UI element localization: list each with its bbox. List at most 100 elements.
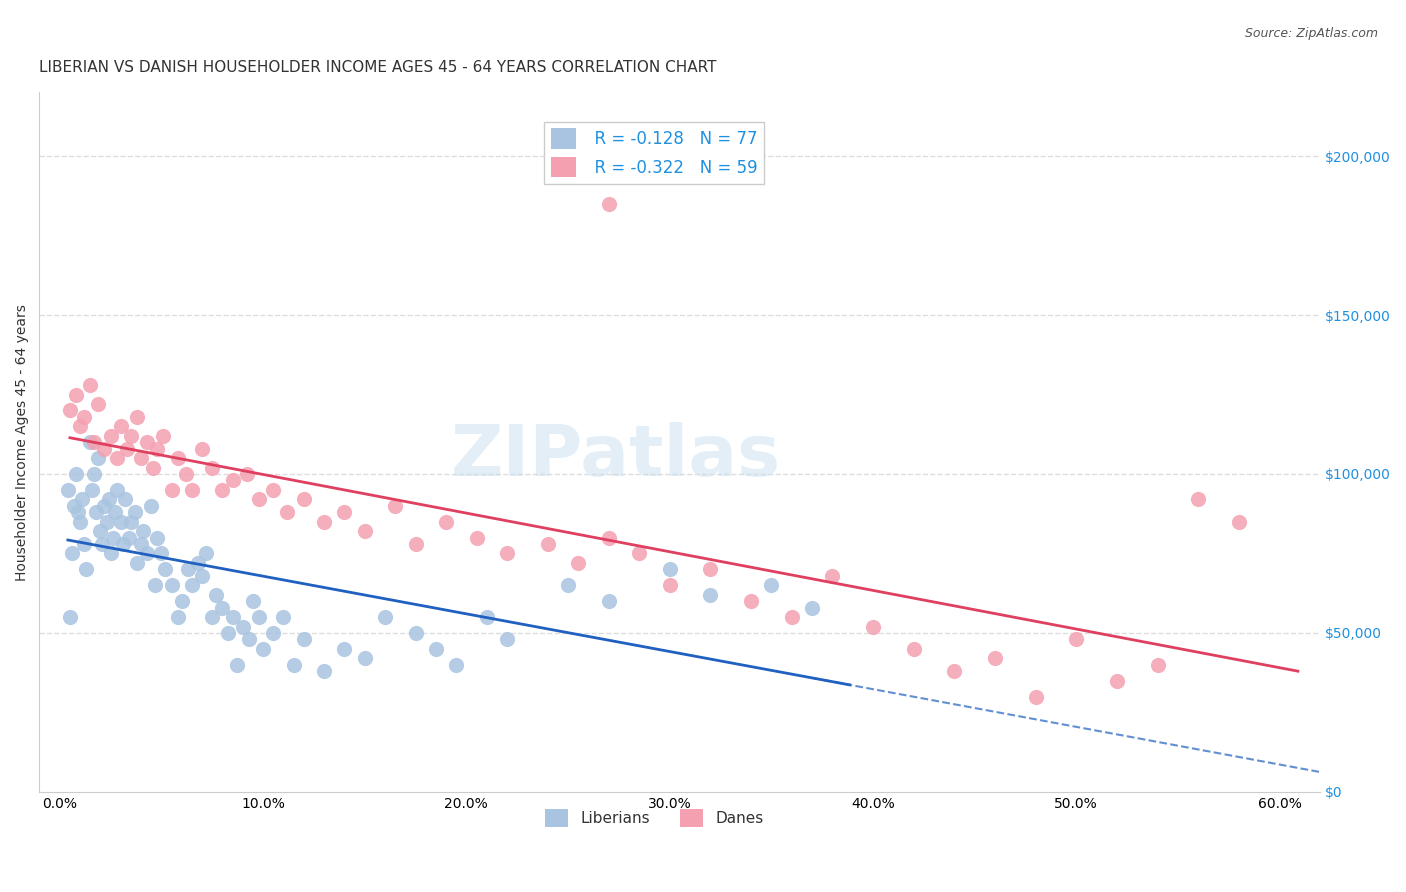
Liberians [247, 610, 270, 624]
Danes [247, 492, 270, 507]
Liberians [69, 515, 91, 529]
Danes [1064, 632, 1087, 647]
Liberians [353, 651, 375, 665]
Danes [65, 387, 87, 401]
Liberians [67, 505, 90, 519]
Danes [598, 196, 620, 211]
Danes [598, 531, 620, 545]
Liberians [160, 578, 183, 592]
Text: LIBERIAN VS DANISH HOUSEHOLDER INCOME AGES 45 - 64 YEARS CORRELATION CHART: LIBERIAN VS DANISH HOUSEHOLDER INCOME AG… [39, 60, 717, 75]
Danes [59, 403, 82, 417]
Liberians [125, 556, 148, 570]
Liberians [699, 588, 721, 602]
Liberians [166, 610, 188, 624]
Liberians [211, 600, 233, 615]
Liberians [333, 641, 356, 656]
Danes [1187, 492, 1209, 507]
Danes [115, 442, 138, 456]
Danes [146, 442, 169, 456]
Liberians [598, 594, 620, 608]
Danes [821, 568, 844, 582]
Liberians [79, 435, 101, 450]
Danes [465, 531, 488, 545]
Liberians [221, 610, 243, 624]
Danes [628, 546, 651, 560]
Danes [903, 641, 925, 656]
Danes [136, 435, 159, 450]
Liberians [97, 492, 120, 507]
Liberians [425, 641, 447, 656]
Danes [862, 619, 884, 633]
Danes [160, 483, 183, 497]
Danes [142, 460, 165, 475]
Liberians [405, 626, 427, 640]
Liberians [155, 562, 177, 576]
Liberians [93, 499, 115, 513]
Y-axis label: Householder Income Ages 45 - 64 years: Householder Income Ages 45 - 64 years [15, 304, 30, 581]
Liberians [120, 515, 142, 529]
Danes [191, 442, 214, 456]
Danes [110, 419, 132, 434]
Liberians [96, 515, 118, 529]
Danes [984, 651, 1007, 665]
Liberians [132, 524, 155, 539]
Text: ZIPatlas: ZIPatlas [451, 422, 780, 491]
Liberians [242, 594, 264, 608]
Liberians [238, 632, 260, 647]
Danes [384, 499, 406, 513]
Danes [333, 505, 356, 519]
Danes [276, 505, 298, 519]
Liberians [124, 505, 146, 519]
Liberians [60, 546, 83, 560]
Liberians [801, 600, 824, 615]
Liberians [110, 515, 132, 529]
Liberians [118, 531, 141, 545]
Liberians [59, 610, 82, 624]
Danes [221, 474, 243, 488]
Liberians [75, 562, 97, 576]
Danes [1025, 690, 1047, 704]
Danes [105, 451, 128, 466]
Liberians [262, 626, 284, 640]
Danes [73, 409, 96, 424]
Danes [236, 467, 259, 481]
Liberians [177, 562, 200, 576]
Legend: Liberians, Danes: Liberians, Danes [538, 803, 769, 833]
Danes [125, 409, 148, 424]
Danes [1227, 515, 1250, 529]
Danes [129, 451, 152, 466]
Liberians [444, 657, 467, 672]
Danes [211, 483, 233, 497]
Liberians [761, 578, 783, 592]
Danes [79, 378, 101, 392]
Danes [943, 664, 966, 678]
Danes [1105, 673, 1128, 688]
Danes [434, 515, 457, 529]
Liberians [73, 537, 96, 551]
Liberians [89, 524, 111, 539]
Liberians [146, 531, 169, 545]
Liberians [100, 546, 122, 560]
Liberians [557, 578, 579, 592]
Danes [1146, 657, 1168, 672]
Liberians [218, 626, 240, 640]
Danes [93, 442, 115, 456]
Danes [312, 515, 335, 529]
Danes [658, 578, 681, 592]
Liberians [83, 467, 105, 481]
Liberians [87, 451, 110, 466]
Danes [152, 429, 174, 443]
Liberians [101, 531, 124, 545]
Danes [292, 492, 315, 507]
Liberians [91, 537, 114, 551]
Danes [780, 610, 803, 624]
Liberians [205, 588, 228, 602]
Text: Source: ZipAtlas.com: Source: ZipAtlas.com [1244, 27, 1378, 40]
Liberians [63, 499, 86, 513]
Liberians [658, 562, 681, 576]
Liberians [143, 578, 166, 592]
Danes [740, 594, 762, 608]
Liberians [82, 483, 104, 497]
Liberians [56, 483, 79, 497]
Danes [120, 429, 142, 443]
